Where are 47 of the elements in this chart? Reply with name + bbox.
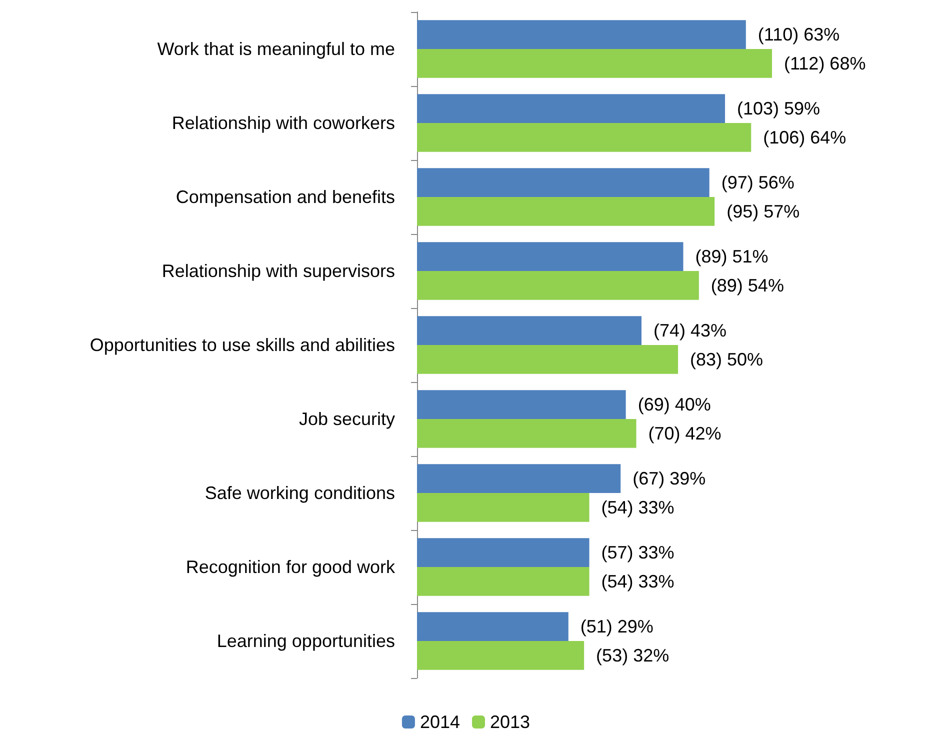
data-label: (54) 33%: [601, 571, 674, 592]
data-label: (95) 57%: [726, 201, 800, 222]
data-label: (89) 51%: [695, 246, 768, 267]
bar: [417, 197, 715, 226]
data-label: (51) 29%: [580, 616, 654, 637]
bar: [417, 345, 678, 374]
bar: [417, 612, 568, 641]
y-tick-label: Opportunities to use skills and abilities: [90, 335, 395, 355]
y-tick-label: Relationship with supervisors: [162, 261, 395, 281]
bar: [417, 567, 590, 596]
bar: [417, 20, 746, 49]
y-tick-label: Work that is meaningful to me: [157, 39, 395, 59]
y-tick-label: Recognition for good work: [186, 557, 396, 577]
bar: [417, 493, 590, 522]
data-label: (110) 63%: [758, 24, 840, 45]
data-label: (70) 42%: [648, 423, 722, 444]
data-label: (69) 40%: [638, 394, 711, 415]
data-label: (83) 50%: [690, 349, 764, 370]
y-tick-label: Learning opportunities: [216, 631, 395, 651]
bar: [417, 242, 684, 271]
y-tick-label: Relationship with coworkers: [172, 113, 395, 133]
bar: [417, 49, 772, 78]
data-label: (53) 32%: [596, 645, 670, 666]
data-label: (106) 64%: [763, 127, 846, 148]
y-tick-label: Compensation and benefits: [176, 187, 395, 207]
bar: [417, 94, 726, 123]
bar: [417, 168, 710, 197]
bar: [417, 271, 699, 300]
data-label: (74) 43%: [653, 320, 727, 341]
data-label: (103) 59%: [737, 98, 820, 119]
data-label: (54) 33%: [601, 497, 674, 518]
bar: [417, 419, 636, 448]
data-label: (89) 54%: [710, 275, 784, 296]
bar: [417, 316, 642, 345]
legend-label: 2014: [420, 712, 460, 732]
bar: [417, 123, 752, 152]
data-label: (97) 56%: [721, 172, 794, 193]
bar: [417, 538, 590, 567]
bar: [417, 464, 621, 493]
bar: [417, 390, 626, 419]
data-label: (57) 33%: [601, 542, 674, 563]
legend-label: 2013: [490, 712, 530, 732]
bar: [417, 641, 584, 670]
y-tick-label: Safe working conditions: [204, 483, 395, 503]
data-label: (67) 39%: [632, 468, 706, 489]
y-tick-label: Job security: [298, 409, 395, 429]
data-label: (112) 68%: [784, 53, 866, 74]
